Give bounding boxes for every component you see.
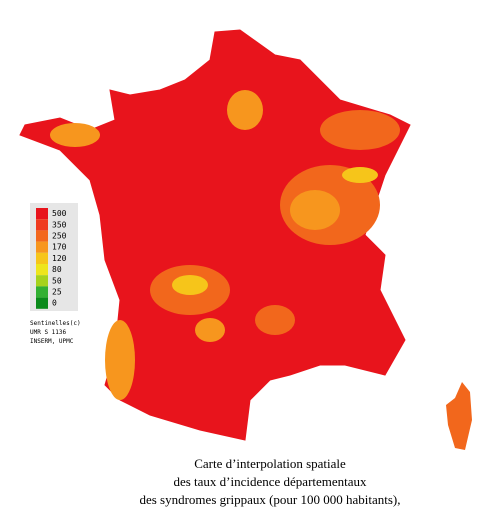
zone bbox=[105, 320, 135, 400]
legend-label: 120 bbox=[52, 254, 67, 263]
legend-swatch bbox=[36, 275, 48, 287]
legend-swatch bbox=[36, 286, 48, 298]
caption-line: des syndromes grippaux (pour 100 000 hab… bbox=[139, 492, 400, 507]
legend-label: 80 bbox=[52, 265, 62, 274]
legend-swatch bbox=[36, 219, 48, 231]
map bbox=[19, 29, 472, 450]
source-line: Sentinelles(c) bbox=[30, 320, 81, 327]
legend-label: 500 bbox=[52, 209, 67, 218]
legend-swatch bbox=[36, 264, 48, 276]
zone bbox=[342, 167, 378, 183]
legend-swatch bbox=[36, 252, 48, 264]
source: Sentinelles(c) UMR S 1136 INSERM, UPMC bbox=[30, 320, 81, 345]
zone bbox=[195, 318, 225, 342]
zone bbox=[50, 123, 100, 147]
zone bbox=[320, 110, 400, 150]
legend-swatch bbox=[36, 297, 48, 309]
zone bbox=[255, 305, 295, 335]
legend-label: 0 bbox=[52, 299, 57, 308]
legend-label: 350 bbox=[52, 220, 67, 229]
legend-label: 170 bbox=[52, 243, 67, 252]
legend-swatch bbox=[36, 230, 48, 242]
source-line: INSERM, UPMC bbox=[30, 338, 74, 345]
legend-label: 25 bbox=[52, 288, 62, 297]
legend-label: 50 bbox=[52, 276, 62, 285]
legend-label: 250 bbox=[52, 232, 67, 241]
caption-line: des taux d’incidence départementaux bbox=[173, 474, 367, 489]
legend-swatch bbox=[36, 208, 48, 220]
caption: Carte d’interpolation spatiale des taux d… bbox=[139, 456, 400, 507]
source-line: UMR S 1136 bbox=[30, 329, 67, 336]
corsica bbox=[446, 382, 472, 450]
legend-swatch bbox=[36, 241, 48, 253]
zone bbox=[172, 275, 208, 295]
zone bbox=[227, 90, 263, 130]
zone bbox=[290, 190, 340, 230]
caption-line: Carte d’interpolation spatiale bbox=[194, 456, 346, 471]
